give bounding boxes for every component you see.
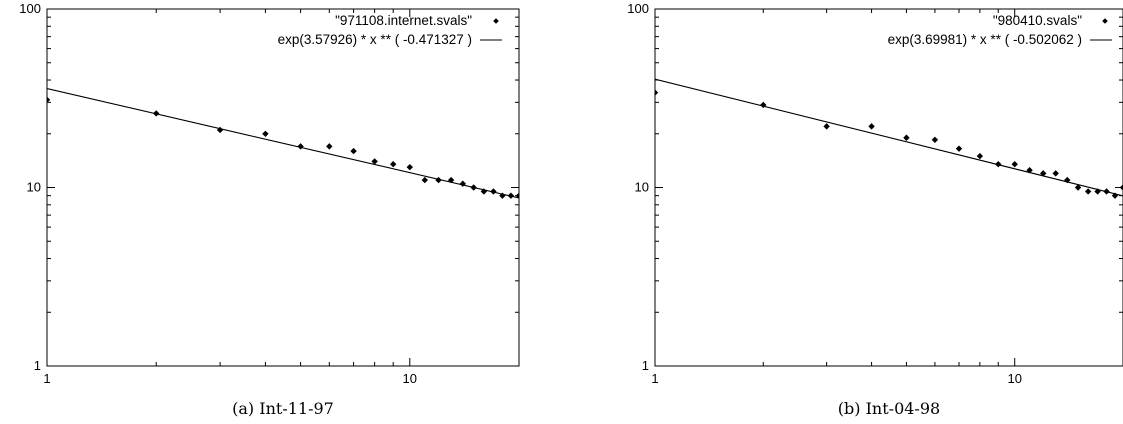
data-point — [823, 123, 830, 130]
data-point — [1039, 170, 1047, 177]
data-point — [1103, 188, 1110, 195]
x-tick-label: 10 — [403, 371, 417, 386]
data-point — [262, 130, 269, 137]
data-point — [421, 176, 429, 184]
data-point — [1074, 184, 1082, 191]
plot-area — [47, 87, 519, 199]
data-point — [1094, 188, 1101, 195]
data-point — [447, 176, 455, 184]
data-point — [459, 180, 467, 187]
data-point — [995, 161, 1002, 168]
legend-symbol-points — [1102, 18, 1108, 24]
chart-caption: (a) Int-11-97 — [232, 399, 334, 418]
data-point — [976, 152, 984, 160]
data-point — [1119, 184, 1123, 191]
data-point — [1084, 188, 1092, 195]
chart-caption: (b) Int-04-98 — [838, 399, 940, 418]
x-tick-label: 10 — [1007, 371, 1021, 386]
y-tick-label: 1 — [34, 358, 41, 373]
data-point — [435, 176, 442, 184]
data-point — [153, 110, 160, 117]
data-point — [1064, 176, 1071, 184]
legend-label-points: "980410.svals" — [993, 13, 1082, 28]
data-point — [499, 192, 506, 199]
y-tick-label: 10 — [635, 180, 649, 195]
data-point — [1026, 167, 1033, 174]
data-point — [350, 147, 357, 155]
data-point — [931, 136, 939, 144]
plot-area — [655, 78, 1123, 199]
x-tick-label: 1 — [651, 371, 658, 386]
data-point — [515, 192, 519, 199]
data-point — [868, 123, 875, 130]
data-point — [1011, 161, 1018, 168]
data-point — [406, 163, 413, 171]
legend-label-points: "971108.internet.svals" — [335, 13, 472, 28]
chart-panel-2: 1 10 1 10 100 "980410.svals" exp(3.69981) * x … — [627, 1, 1123, 418]
data-point — [216, 126, 224, 134]
data-point — [480, 188, 488, 195]
y-tick-label: 10 — [27, 180, 41, 195]
data-point — [507, 192, 515, 199]
data-point — [389, 161, 397, 168]
data-point — [655, 89, 659, 96]
data-point — [326, 143, 333, 150]
fit-line — [655, 78, 1123, 197]
plot-frame — [46, 8, 520, 367]
data-point — [47, 96, 51, 103]
legend-label-fit: exp(3.69981) * x ** ( -0.502062 ) — [888, 32, 1082, 47]
data-point — [470, 184, 477, 191]
y-tick-label: 1 — [642, 358, 649, 373]
data-point — [760, 101, 767, 109]
data-point — [371, 158, 378, 165]
x-tick-label: 1 — [43, 371, 50, 386]
plot-frame — [654, 8, 1123, 367]
data-point — [490, 188, 497, 195]
y-tick-label: 100 — [627, 1, 649, 16]
legend-label-fit: exp(3.57926) * x ** ( -0.471327 ) — [278, 32, 472, 47]
data-point — [1052, 170, 1059, 177]
fit-line — [47, 87, 519, 199]
chart-panel-1: 1 10 1 10 100 "971108.internet.svals" exp(3.57… — [19, 1, 520, 418]
data-point — [297, 143, 304, 150]
data-point — [1111, 192, 1119, 199]
data-point — [903, 134, 910, 141]
legend-symbol-points — [493, 18, 499, 24]
y-tick-label: 100 — [19, 1, 41, 16]
data-point — [955, 145, 963, 152]
